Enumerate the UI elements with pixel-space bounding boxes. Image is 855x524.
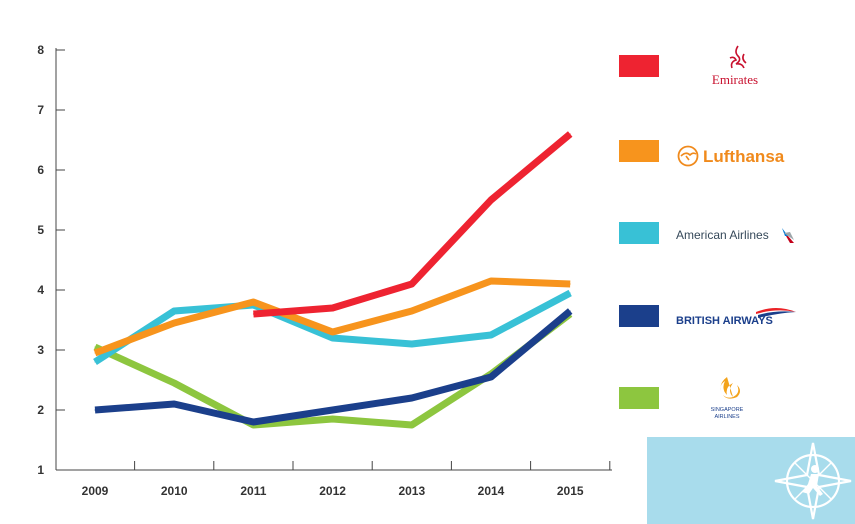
data-point-lufthansa: [173, 322, 175, 324]
y-tick-label: 1: [37, 463, 44, 477]
legend-swatch-emirates: [619, 55, 659, 77]
data-point-emirates: [332, 307, 334, 309]
x-tick-label: 2010: [161, 484, 188, 498]
data-point-lufthansa: [569, 283, 571, 285]
data-point-singapore-airlines: [411, 424, 413, 426]
american-airlines-flag-icon: American Airlines: [676, 224, 800, 251]
lufthansa-crane-icon: Lufthansa: [677, 143, 799, 174]
data-point-lufthansa: [252, 301, 254, 303]
svg-text:Lufthansa: Lufthansa: [703, 147, 785, 166]
data-point-singapore-airlines: [332, 418, 334, 420]
y-tick-label: 7: [37, 103, 44, 117]
data-point-american-airlines: [569, 292, 571, 294]
svg-text:BRITISH AIRWAYS: BRITISH AIRWAYS: [676, 315, 773, 327]
watermark: [647, 437, 855, 524]
data-point-american-airlines: [173, 310, 175, 312]
y-tick-label: 4: [37, 283, 44, 297]
x-tick-label: 2011: [240, 484, 266, 498]
data-point-british-airways: [332, 409, 334, 411]
svg-text:Emirates: Emirates: [712, 72, 758, 87]
singapore-airlines-bird-icon: SINGAPORE AIRLINES: [702, 375, 752, 428]
data-point-singapore-airlines: [94, 346, 96, 348]
data-point-emirates: [411, 283, 413, 285]
emirates-logo-icon: Emirates: [700, 44, 770, 93]
data-point-american-airlines: [490, 334, 492, 336]
y-tick-label: 6: [37, 163, 44, 177]
legend-swatch-singapore-airlines: [619, 387, 659, 409]
data-point-british-airways: [569, 310, 571, 312]
legend-swatch-british-airways: [619, 305, 659, 327]
data-point-american-airlines: [94, 361, 96, 363]
data-point-emirates: [490, 199, 492, 201]
data-point-lufthansa: [411, 310, 413, 312]
svg-text:AIRLINES: AIRLINES: [714, 414, 739, 420]
x-tick-label: 2014: [478, 484, 505, 498]
data-point-british-airways: [94, 409, 96, 411]
data-point-british-airways: [173, 403, 175, 405]
data-point-british-airways: [411, 397, 413, 399]
chart-lines: [93, 131, 573, 429]
series-line-emirates: [253, 131, 573, 318]
data-point-emirates: [252, 313, 254, 315]
y-tick-label: 5: [37, 223, 44, 237]
data-point-american-airlines: [411, 343, 413, 345]
y-tick-label: 3: [37, 343, 44, 357]
data-point-lufthansa: [94, 352, 96, 354]
data-point-british-airways: [252, 421, 254, 423]
legend-swatch-american-airlines: [619, 222, 659, 244]
data-point-singapore-airlines: [173, 382, 175, 384]
data-point-lufthansa: [332, 331, 334, 333]
data-point-british-airways: [490, 376, 492, 378]
data-point-lufthansa: [490, 280, 492, 282]
data-point-american-airlines: [332, 337, 334, 339]
compass-runner-icon: [771, 439, 855, 524]
legend-swatch-lufthansa: [619, 140, 659, 162]
y-tick-label: 8: [37, 43, 44, 57]
x-tick-label: 2013: [398, 484, 425, 498]
x-tick-label: 2009: [82, 484, 109, 498]
british-airways-ribbon-icon: BRITISH AIRWAYS: [676, 304, 800, 333]
x-tick-label: 2012: [319, 484, 346, 498]
svg-text:American Airlines: American Airlines: [676, 228, 769, 242]
y-tick-label: 2: [37, 403, 44, 417]
data-point-emirates: [569, 133, 571, 135]
svg-text:SINGAPORE: SINGAPORE: [711, 407, 744, 413]
x-tick-label: 2015: [557, 484, 584, 498]
chart-axes: 1 2 3 4 5 6 7 8 2009 2010 2011 2012 2013 2014 2015: [37, 43, 612, 498]
